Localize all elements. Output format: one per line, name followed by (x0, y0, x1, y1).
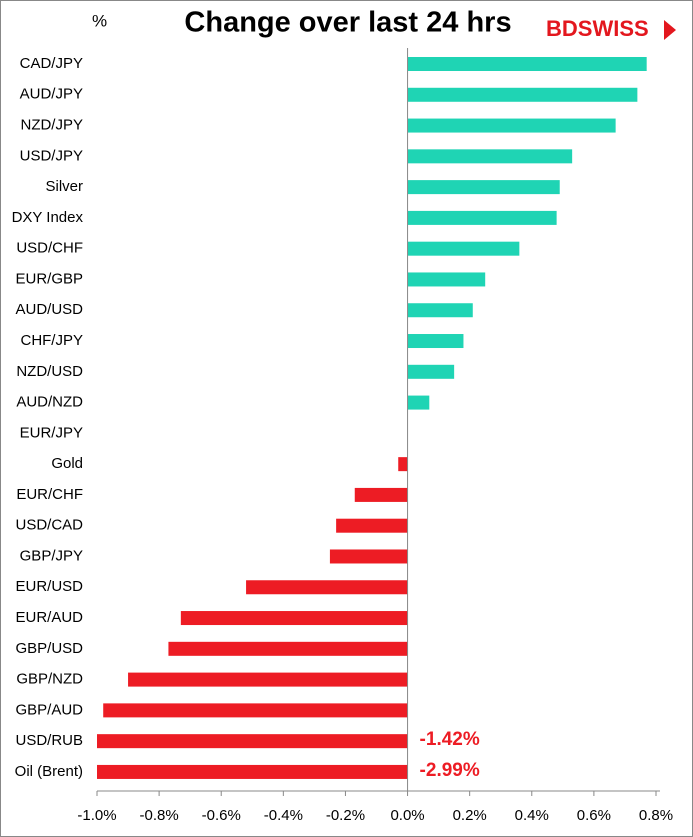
bar (180, 611, 408, 626)
x-tick-label: 0.8% (639, 807, 673, 824)
category-label: AUD/NZD (16, 394, 83, 411)
x-tick-label: -0.8% (140, 807, 179, 824)
category-label: USD/CHF (16, 240, 83, 257)
category-label: USD/JPY (20, 147, 83, 164)
x-tick-label: 0.2% (453, 807, 487, 824)
bar (407, 364, 455, 379)
x-tick-label: 0.4% (515, 807, 549, 824)
logo: BDSWISS (546, 16, 649, 41)
category-label: EUR/GBP (15, 270, 83, 287)
bar (407, 87, 638, 102)
x-tick-label: -0.6% (202, 807, 241, 824)
x-tick-label: 0.0% (390, 807, 424, 824)
logo-arrow (664, 20, 676, 40)
bar (329, 549, 408, 564)
category-label: DXY Index (12, 209, 84, 226)
bar (407, 241, 520, 256)
bar (407, 210, 557, 225)
data-label: -1.42% (420, 729, 480, 750)
category-label: GBP/NZD (16, 671, 83, 688)
category-label: USD/RUB (15, 732, 83, 749)
data-label: -2.99% (420, 760, 480, 781)
category-label: EUR/CHF (16, 486, 83, 503)
category-label: AUD/USD (15, 301, 83, 318)
category-label: USD/CAD (15, 517, 83, 534)
bar (97, 764, 408, 779)
bar (407, 180, 560, 195)
bar (407, 334, 464, 349)
category-label: Silver (45, 178, 83, 195)
x-tick-label: -1.0% (77, 807, 116, 824)
category-label: NZD/USD (16, 363, 83, 380)
category-label: EUR/JPY (20, 424, 83, 441)
bar (103, 703, 408, 718)
category-label: AUD/JPY (20, 86, 83, 103)
bar (407, 149, 573, 164)
unit-label: % (92, 11, 107, 30)
bar (407, 118, 616, 133)
category-label: CHF/JPY (20, 332, 83, 349)
x-tick-label: -0.4% (264, 807, 303, 824)
category-label: NZD/JPY (20, 117, 83, 134)
bar (246, 580, 408, 595)
bar (398, 457, 408, 472)
bar (407, 272, 486, 287)
category-label: GBP/USD (15, 640, 83, 657)
bar (97, 734, 408, 749)
bar (407, 395, 430, 410)
category-label: GBP/JPY (20, 547, 83, 564)
category-label: Gold (51, 455, 83, 472)
bar (407, 303, 473, 318)
x-tick-label: -0.2% (326, 807, 365, 824)
category-label: EUR/AUD (15, 609, 83, 626)
chart-title: Change over last 24 hrs (184, 7, 511, 39)
x-tick-label: 0.6% (577, 807, 611, 824)
category-label: Oil (Brent) (15, 763, 83, 780)
bar (336, 518, 408, 533)
category-label: EUR/USD (15, 578, 83, 595)
plot-area (97, 57, 647, 779)
category-label: GBP/AUD (15, 701, 83, 718)
bar (407, 57, 647, 71)
bar (168, 641, 408, 656)
bar (354, 487, 408, 502)
category-label: CAD/JPY (20, 55, 83, 72)
bar (128, 672, 408, 687)
